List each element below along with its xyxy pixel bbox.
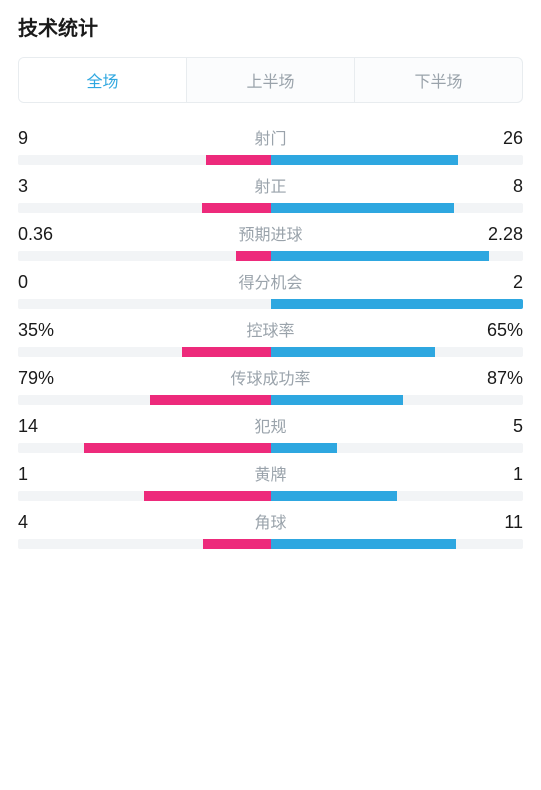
stat-row: 0得分机会2 [18, 269, 523, 309]
stat-bar-left-fill [150, 395, 270, 405]
stat-bar-left-half [18, 491, 271, 501]
stat-bar-left-half [18, 347, 271, 357]
stat-row: 14犯规5 [18, 413, 523, 453]
stat-left-value: 35% [18, 320, 68, 341]
stat-bar-left-fill [236, 251, 270, 261]
stat-right-value: 5 [473, 416, 523, 437]
stat-bar-right-half [271, 155, 524, 165]
stat-row: 0.36预期进球2.28 [18, 221, 523, 261]
stat-bar-track [18, 491, 523, 501]
stat-bar-right-fill [271, 395, 403, 405]
stat-row: 9射门26 [18, 125, 523, 165]
stat-bar-left-half [18, 155, 271, 165]
stat-bar-track [18, 155, 523, 165]
stat-bar-track [18, 443, 523, 453]
stat-bar-right-half [271, 299, 524, 309]
stat-bar-track [18, 539, 523, 549]
stat-row: 3射正8 [18, 173, 523, 213]
stat-bar-left-half [18, 539, 271, 549]
stat-bar-right-half [271, 251, 524, 261]
stat-bar-right-half [271, 491, 524, 501]
stat-row: 4角球11 [18, 509, 523, 549]
stat-bar-right-fill [271, 347, 435, 357]
stat-bar-right-fill [271, 491, 397, 501]
stat-left-value: 1 [18, 464, 68, 485]
stat-bar-track [18, 251, 523, 261]
stat-right-value: 2.28 [473, 224, 523, 245]
stat-row: 35%控球率65% [18, 317, 523, 357]
stat-label: 角球 [68, 509, 473, 533]
stats-panel: 技术统计 全场 上半场 下半场 9射门26 3射正8 0.36预期进球2.28 0得分… [0, 0, 541, 549]
stat-left-value: 79% [18, 368, 68, 389]
stat-right-value: 87% [473, 368, 523, 389]
stat-head: 3射正8 [18, 173, 523, 197]
stats-list: 9射门26 3射正8 0.36预期进球2.28 0得分机会2 35%控球率65% 79%传… [18, 125, 523, 549]
stat-head: 35%控球率65% [18, 317, 523, 341]
stat-row: 1黄牌1 [18, 461, 523, 501]
stat-right-value: 65% [473, 320, 523, 341]
stat-bar-right-fill [271, 155, 459, 165]
stat-bar-left-fill [206, 155, 271, 165]
stat-left-value: 14 [18, 416, 68, 437]
stat-bar-track [18, 395, 523, 405]
stat-left-value: 0 [18, 272, 68, 293]
stat-bar-track [18, 299, 523, 309]
stat-right-value: 1 [473, 464, 523, 485]
stat-bar-left-half [18, 251, 271, 261]
stat-head: 1黄牌1 [18, 461, 523, 485]
stat-bar-left-fill [202, 203, 271, 213]
stat-label: 射正 [68, 173, 473, 197]
stat-right-value: 26 [473, 128, 523, 149]
stat-bar-track [18, 203, 523, 213]
stat-label: 传球成功率 [68, 365, 473, 389]
stat-bar-left-fill [182, 347, 270, 357]
stat-bar-left-half [18, 443, 271, 453]
stat-bar-left-fill [203, 539, 270, 549]
tab-full[interactable]: 全场 [19, 58, 187, 102]
stat-label: 黄牌 [68, 461, 473, 485]
stat-bar-right-fill [271, 539, 456, 549]
stat-head: 79%传球成功率87% [18, 365, 523, 389]
period-tabs: 全场 上半场 下半场 [18, 57, 523, 103]
stat-row: 79%传球成功率87% [18, 365, 523, 405]
stat-head: 9射门26 [18, 125, 523, 149]
tab-second-half[interactable]: 下半场 [355, 58, 522, 102]
stat-bar-right-half [271, 395, 524, 405]
stat-bar-left-half [18, 395, 271, 405]
stat-bar-left-half [18, 299, 271, 309]
stat-left-value: 4 [18, 512, 68, 533]
panel-title: 技术统计 [18, 12, 523, 41]
stat-label: 预期进球 [68, 221, 473, 245]
stat-head: 4角球11 [18, 509, 523, 533]
stat-bar-right-fill [271, 443, 337, 453]
stat-bar-right-half [271, 443, 524, 453]
stat-bar-right-fill [271, 251, 489, 261]
stat-bar-left-fill [84, 443, 270, 453]
stat-right-value: 11 [473, 512, 523, 533]
stat-label: 控球率 [68, 317, 473, 341]
tab-first-half[interactable]: 上半场 [187, 58, 355, 102]
stat-label: 犯规 [68, 413, 473, 437]
stat-label: 得分机会 [68, 269, 473, 293]
stat-bar-right-half [271, 203, 524, 213]
stat-bar-right-fill [271, 299, 524, 309]
stat-bar-right-half [271, 347, 524, 357]
stat-head: 0得分机会2 [18, 269, 523, 293]
stat-head: 0.36预期进球2.28 [18, 221, 523, 245]
stat-bar-right-fill [271, 203, 455, 213]
stat-label: 射门 [68, 125, 473, 149]
stat-head: 14犯规5 [18, 413, 523, 437]
stat-left-value: 3 [18, 176, 68, 197]
stat-left-value: 9 [18, 128, 68, 149]
stat-right-value: 8 [473, 176, 523, 197]
stat-bar-left-fill [144, 491, 270, 501]
stat-left-value: 0.36 [18, 224, 68, 245]
stat-bar-track [18, 347, 523, 357]
stat-bar-right-half [271, 539, 524, 549]
stat-right-value: 2 [473, 272, 523, 293]
stat-bar-left-half [18, 203, 271, 213]
